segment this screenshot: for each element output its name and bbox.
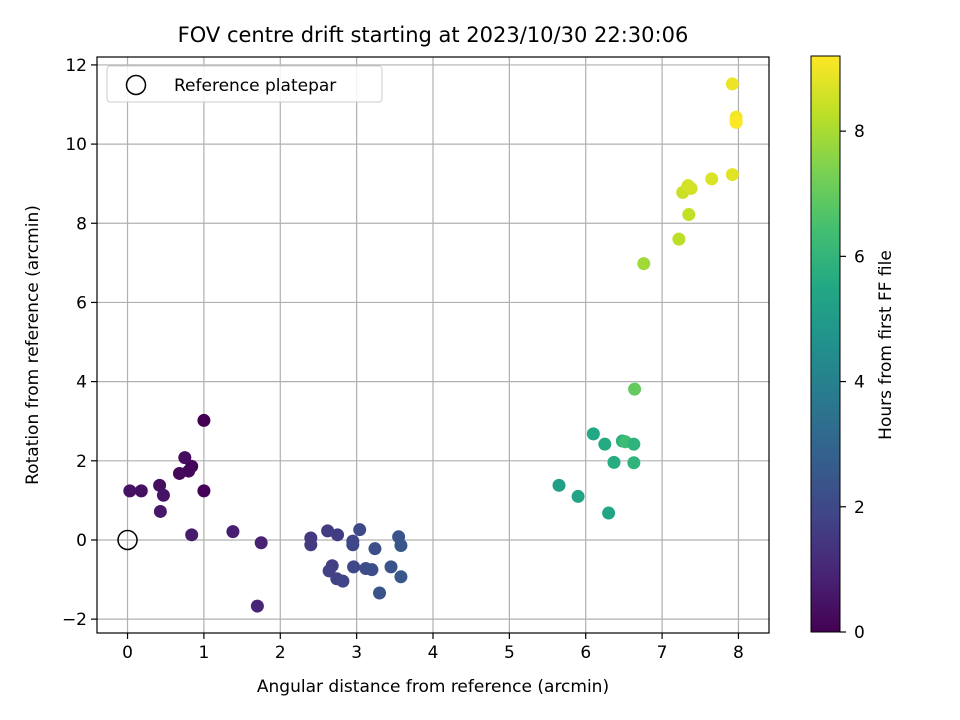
data-point <box>321 524 335 538</box>
colorbar-gradient <box>810 55 841 633</box>
data-point <box>185 528 199 542</box>
y-tick-label: 4 <box>76 373 87 393</box>
chart-title: FOV centre drift starting at 2023/10/30 … <box>178 23 689 47</box>
y-tick-label: 10 <box>65 135 87 155</box>
y-tick-label: −2 <box>62 610 87 630</box>
x-axis-ticks: 0 1 2 3 4 5 6 7 8 <box>122 633 744 663</box>
data-point <box>681 179 695 193</box>
legend-marker-icon <box>125 74 147 96</box>
y-tick-label: 12 <box>65 56 87 76</box>
data-point <box>607 455 621 469</box>
x-tick-label: 4 <box>428 643 439 663</box>
x-tick-label: 0 <box>122 643 133 663</box>
data-point <box>331 528 345 542</box>
data-point <box>586 427 600 441</box>
y-tick-label: 2 <box>76 452 87 472</box>
data-point <box>729 115 743 129</box>
data-point <box>178 451 192 465</box>
x-tick-label: 6 <box>580 643 591 663</box>
colorbar-tick-label: 2 <box>854 498 865 518</box>
reference-point <box>117 529 138 551</box>
data-point <box>571 489 585 503</box>
data-point <box>153 504 167 518</box>
data-point <box>134 484 148 498</box>
data-point <box>153 478 167 492</box>
legend-entry-label: Reference platepar <box>174 76 336 96</box>
data-point <box>384 560 398 574</box>
data-point <box>123 484 137 498</box>
y-tick-label: 0 <box>76 531 87 551</box>
data-point <box>705 172 719 186</box>
data-point <box>394 570 408 584</box>
grid-lines <box>97 57 769 633</box>
data-point <box>628 382 642 396</box>
data-point <box>346 538 360 552</box>
data-point <box>373 586 387 600</box>
colorbar-ticks: 0 2 4 6 8 <box>840 122 865 643</box>
data-point <box>250 599 264 613</box>
y-tick-label: 6 <box>76 293 87 313</box>
y-tick-label: 8 <box>76 214 87 234</box>
data-point <box>598 437 612 451</box>
data-point <box>368 542 382 556</box>
data-point <box>197 413 211 427</box>
x-tick-label: 2 <box>275 643 286 663</box>
data-point <box>627 437 641 451</box>
data-point <box>336 574 350 588</box>
legend: Reference platepar <box>106 65 383 103</box>
x-axis-label: Angular distance from reference (arcmin) <box>257 677 609 697</box>
data-point <box>347 560 361 574</box>
x-tick-label: 3 <box>351 643 362 663</box>
data-point <box>672 232 686 246</box>
data-point <box>254 536 268 550</box>
data-point <box>226 525 240 539</box>
x-tick-label: 8 <box>733 643 744 663</box>
data-point <box>627 456 641 470</box>
x-tick-label: 1 <box>198 643 209 663</box>
data-point <box>725 168 739 182</box>
scatter-points <box>123 77 743 613</box>
data-point <box>725 77 739 91</box>
data-point <box>172 466 186 480</box>
y-axis-label: Rotation from reference (arcmin) <box>23 205 43 485</box>
y-axis-ticks: −2 0 2 4 6 8 10 12 <box>62 56 97 630</box>
data-point <box>365 563 379 577</box>
x-tick-label: 5 <box>504 643 515 663</box>
colorbar-tick-label: 4 <box>854 373 865 393</box>
data-point <box>353 523 367 537</box>
colorbar: 0 2 4 6 8 Hours from first FF file <box>810 55 896 643</box>
x-tick-label: 7 <box>657 643 668 663</box>
legend-box <box>106 65 383 103</box>
colorbar-tick-label: 6 <box>854 247 865 267</box>
data-point <box>682 208 696 222</box>
data-point <box>304 538 318 552</box>
data-point <box>197 484 211 498</box>
colorbar-tick-label: 8 <box>854 122 865 142</box>
data-point <box>602 506 616 520</box>
data-point <box>637 257 651 271</box>
data-point <box>156 488 170 502</box>
data-point <box>394 539 408 553</box>
colorbar-label: Hours from first FF file <box>876 250 896 440</box>
colorbar-tick-label: 0 <box>854 623 865 643</box>
data-point <box>552 478 566 492</box>
